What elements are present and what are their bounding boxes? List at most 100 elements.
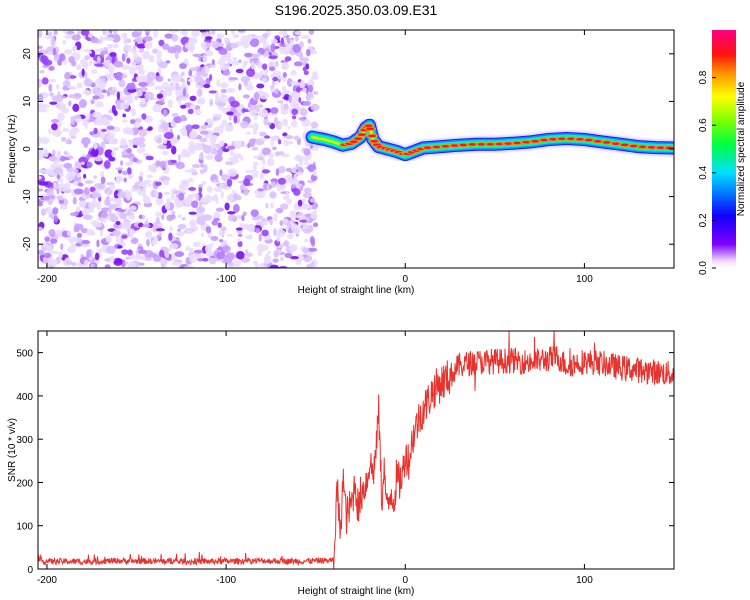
colorbar-tick-label: 0.6 [698, 118, 709, 132]
noise-blob [286, 233, 294, 240]
noise-blob [93, 127, 98, 135]
noise-blob [170, 122, 177, 128]
noise-blob [209, 98, 214, 107]
colorbar-tick-label: 0.8 [698, 70, 709, 84]
noise-blob [58, 199, 65, 204]
noise-blob [275, 228, 286, 238]
noise-blob [108, 206, 112, 214]
noise-blob [119, 160, 124, 166]
noise-blob [77, 182, 84, 187]
ridge-hotspot [504, 142, 513, 145]
colorbar-gradient [712, 30, 736, 268]
noise-blob [121, 74, 128, 79]
noise-blob [298, 51, 304, 60]
noise-blob [123, 177, 127, 183]
noise-blob [238, 83, 242, 91]
noise-blob [221, 174, 230, 182]
noise-blob [219, 169, 223, 176]
noise-blob [198, 184, 204, 188]
noise-blob [96, 201, 101, 211]
noise-blob [218, 183, 225, 189]
noise-blob [185, 229, 194, 235]
noise-blob [192, 241, 201, 248]
noise-blob [246, 223, 250, 232]
noise-blob [101, 207, 110, 212]
snr-y-axis-label: SNR (10 * v/v) [7, 418, 18, 482]
noise-blob [223, 37, 231, 42]
noise-blob [306, 49, 311, 57]
noise-blob [200, 130, 209, 135]
noise-blob [292, 188, 301, 196]
noise-blob [256, 243, 267, 253]
noise-blob [59, 205, 68, 210]
noise-blob [73, 114, 81, 119]
noise-blob [180, 104, 187, 109]
ridge-hotspot [432, 145, 441, 149]
noise-blob [158, 232, 162, 238]
noise-blob [84, 180, 94, 184]
noise-blob [307, 92, 314, 98]
noise-blob [281, 85, 287, 93]
noise-blob [64, 72, 71, 80]
noise-blob [153, 224, 157, 233]
snr-y-tick-label: 300 [16, 435, 33, 446]
noise-blob [126, 193, 132, 201]
noise-blob [262, 41, 268, 49]
spectrogram-y-axis-label: Frequency (Hz) [7, 115, 18, 184]
noise-blob [191, 163, 201, 169]
noise-blob [208, 90, 218, 94]
noise-blob [283, 240, 290, 247]
noise-blob [241, 214, 245, 222]
noise-blob [210, 235, 219, 242]
ridge-hotspot [549, 137, 558, 141]
noise-blob [182, 88, 187, 97]
noise-blob [162, 124, 169, 132]
noise-blob [226, 233, 233, 237]
noise-blob [84, 122, 88, 130]
noise-blob [45, 51, 55, 55]
spectrogram-x-axis-label: Height of straight line (km) [298, 285, 415, 296]
noise-blob [138, 48, 145, 53]
noise-blob [271, 80, 276, 87]
noise-blob [309, 197, 316, 203]
noise-blob [115, 167, 124, 171]
noise-blob [42, 59, 53, 66]
noise-blob [157, 144, 168, 150]
ridge-hotspot [370, 139, 379, 143]
noise-blob [106, 125, 115, 131]
noise-blob [298, 117, 307, 121]
noise-blob [88, 60, 93, 66]
noise-blob [101, 128, 107, 132]
noise-blob [300, 108, 308, 117]
noise-blob [293, 61, 303, 67]
noise-blob [121, 234, 128, 239]
noise-blob [188, 247, 194, 253]
noise-blob [38, 108, 48, 113]
noise-blob [270, 43, 276, 53]
noise-blob [43, 259, 49, 263]
noise-blob [76, 232, 83, 239]
noise-blob [293, 81, 301, 86]
noise-blob [58, 102, 66, 112]
noise-blob [277, 100, 284, 104]
snr-y-tick-label: 400 [16, 392, 33, 403]
noise-blob [268, 184, 272, 190]
noise-blob [261, 229, 269, 237]
noise-blob [261, 217, 266, 222]
noise-blob [64, 34, 73, 40]
noise-blob [114, 198, 123, 205]
noise-blob [258, 108, 269, 118]
snr-y-tick-label: 100 [16, 522, 33, 533]
noise-blob [136, 43, 146, 49]
noise-blob [86, 249, 92, 258]
noise-blob [267, 250, 271, 255]
ridge-hotspot [611, 142, 620, 145]
spectrogram-x-axis: -200 -100 0 100 [37, 30, 593, 285]
noise-blob [276, 236, 281, 242]
noise-blob [155, 216, 160, 225]
noise-blob [63, 151, 68, 156]
snr-frame [37, 330, 675, 570]
ridge-hotspot [566, 137, 575, 141]
noise-blob [271, 180, 276, 189]
noise-blob [298, 97, 302, 103]
